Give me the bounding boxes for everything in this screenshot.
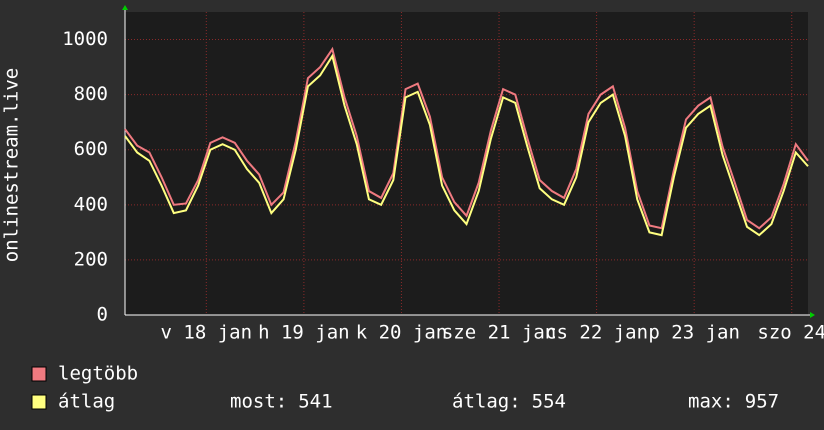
legend-swatch xyxy=(31,366,47,382)
plot-area xyxy=(125,12,808,315)
stat-value: 541 xyxy=(298,391,332,413)
y-tick-label: 1000 xyxy=(62,28,108,50)
y-tick-label: 800 xyxy=(74,83,108,105)
legend-label: legtöbb xyxy=(58,363,138,385)
axis-arrow xyxy=(810,312,815,318)
x-tick-label: k 20 jan xyxy=(356,322,448,344)
x-tick-label: sze 21 jan xyxy=(442,322,556,344)
y-axis-label: onlinestream.live xyxy=(1,68,23,262)
y-tick-label: 400 xyxy=(74,193,108,215)
x-tick-label: szo 24 xyxy=(757,322,824,344)
stat-label: átlag: xyxy=(452,391,521,413)
stat-value: 957 xyxy=(745,391,779,413)
stat-value: 554 xyxy=(532,391,566,413)
legend-label: átlag xyxy=(58,391,115,413)
x-tick-label: p 23 jan xyxy=(648,322,740,344)
x-tick-label: v 18 jan xyxy=(161,322,253,344)
series-line xyxy=(124,53,809,237)
legend-swatch xyxy=(31,394,47,410)
stat-label: most: xyxy=(230,391,287,413)
x-tick-label: h 19 jan xyxy=(258,322,350,344)
stat-label: max: xyxy=(688,391,734,413)
y-tick-label: 600 xyxy=(74,138,108,160)
y-tick-label: 0 xyxy=(97,304,108,326)
axis-arrow xyxy=(122,5,128,10)
x-tick-label: cs 22 jan xyxy=(545,322,648,344)
y-tick-label: 200 xyxy=(74,248,108,270)
series-line xyxy=(124,46,809,230)
